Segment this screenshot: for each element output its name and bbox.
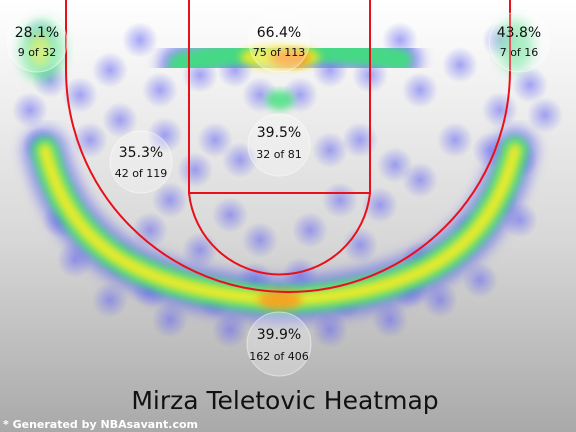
zone-paint: 39.5% 32 of 81 xyxy=(247,113,311,177)
density-blob xyxy=(342,122,378,158)
zone-bubble xyxy=(246,311,312,377)
credit-text: * Generated by NBAsavant.com xyxy=(3,418,198,431)
zone-pct-label: 35.3% xyxy=(119,145,163,161)
density-blob xyxy=(322,182,358,218)
paint-box xyxy=(188,0,371,194)
density-blob xyxy=(437,122,473,158)
zone-pct-label: 43.8% xyxy=(497,25,541,41)
zone-attempts-label: 75 of 113 xyxy=(253,46,306,59)
zone-attempts-label: 42 of 119 xyxy=(115,167,168,180)
three-point-arc xyxy=(65,0,511,293)
zone-labels: 28.1% 9 of 32 66.4% 75 of 113 43.8% 7 of… xyxy=(6,11,550,377)
density-blob xyxy=(512,67,548,103)
zone-right-corner: 43.8% 7 of 16 xyxy=(488,11,550,73)
density-blob xyxy=(152,182,188,218)
density-blob xyxy=(102,102,138,138)
court-lines xyxy=(65,0,511,293)
density-blob xyxy=(402,72,438,108)
density-blob xyxy=(152,302,188,338)
zone-attempts-label: 9 of 32 xyxy=(18,46,57,59)
zone-bubble xyxy=(248,11,310,73)
zone-pct-label: 66.4% xyxy=(257,25,301,41)
zone-left-corner: 28.1% 9 of 32 xyxy=(6,11,68,73)
density-blob xyxy=(212,197,248,233)
density-blob xyxy=(62,77,98,113)
zone-restricted-area: 66.4% 75 of 113 xyxy=(248,11,310,73)
density-blob xyxy=(312,132,348,168)
density-blob xyxy=(122,22,158,58)
density-blob xyxy=(312,312,348,348)
zone-bubble xyxy=(6,11,68,73)
zone-attempts-label: 7 of 16 xyxy=(500,46,539,59)
density-blob xyxy=(342,227,378,263)
density-blob xyxy=(212,312,248,348)
zone-bubble xyxy=(247,113,311,177)
density-blob xyxy=(362,187,398,223)
paint-spot xyxy=(266,90,294,110)
left-corner-core xyxy=(30,34,50,66)
density-blob xyxy=(177,152,213,188)
density-blob xyxy=(372,302,408,338)
density-blob xyxy=(92,282,128,318)
zone-bubble xyxy=(109,130,173,194)
heat-layer xyxy=(12,17,563,348)
zone-bubble xyxy=(488,11,550,73)
density-blob xyxy=(442,47,478,83)
free-throw-arc xyxy=(188,192,371,276)
density-blob xyxy=(482,92,518,128)
zone-pct-label: 28.1% xyxy=(15,25,59,41)
zone-above-break-three: 39.9% 162 of 406 xyxy=(246,311,312,377)
density-blob xyxy=(242,222,278,258)
density-blob xyxy=(197,122,233,158)
density-blob xyxy=(462,262,498,298)
density-blob xyxy=(402,162,438,198)
zone-left-midrange: 35.3% 42 of 119 xyxy=(109,130,173,194)
right-corner-spot xyxy=(497,19,533,71)
three-band-peak xyxy=(258,290,302,310)
rim-band-peak xyxy=(270,49,310,67)
density-blob xyxy=(12,92,48,128)
zone-pct-label: 39.5% xyxy=(257,125,301,141)
density-blob xyxy=(292,212,328,248)
density-blob xyxy=(147,117,183,153)
density-blob xyxy=(527,97,563,133)
zone-pct-label: 39.9% xyxy=(257,327,301,343)
zone-attempts-label: 32 of 81 xyxy=(256,148,302,161)
density-blob xyxy=(92,52,128,88)
density-blob xyxy=(132,212,168,248)
chart-title: Mirza Teletovic Heatmap xyxy=(131,386,438,415)
zone-attempts-label: 162 of 406 xyxy=(249,350,309,363)
